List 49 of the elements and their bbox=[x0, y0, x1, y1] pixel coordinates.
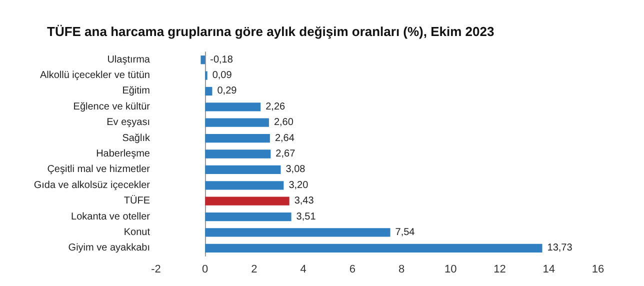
data-label: 7,54 bbox=[395, 226, 416, 238]
bar bbox=[205, 212, 292, 222]
bar bbox=[205, 228, 390, 237]
y-tick-label: Giyim ve ayakkabı bbox=[68, 242, 150, 254]
bar bbox=[205, 165, 281, 174]
y-tick-label: Eğlence ve kültür bbox=[73, 101, 151, 112]
bar bbox=[205, 102, 261, 112]
chart-title: TÜFE ana harcama gruplarına göre aylık değişim oranları (%), Ekim 2023 bbox=[47, 24, 494, 39]
y-tick-label: Ulaştırma bbox=[107, 54, 150, 66]
bar bbox=[205, 86, 212, 96]
bar bbox=[205, 150, 271, 158]
x-tick-label: 8 bbox=[398, 264, 405, 276]
y-tick-label: Gıda ve alkolsüz içecekler bbox=[34, 180, 151, 191]
data-label: 2,60 bbox=[274, 117, 294, 128]
bar bbox=[205, 196, 290, 206]
x-tick-label: 16 bbox=[592, 264, 604, 276]
x-tick-label: 14 bbox=[542, 264, 556, 276]
data-label: -0,18 bbox=[210, 54, 234, 66]
bar bbox=[205, 244, 542, 252]
x-tick-label: 0 bbox=[202, 264, 208, 276]
x-tick-label: -2 bbox=[151, 264, 161, 276]
data-label: 3,51 bbox=[296, 211, 316, 222]
y-tick-label: Ev eşyası bbox=[106, 117, 150, 128]
bar bbox=[200, 56, 206, 64]
data-label: 3,08 bbox=[286, 164, 306, 176]
x-tick-label: 12 bbox=[494, 264, 506, 276]
x-tick-label: 4 bbox=[300, 264, 306, 276]
y-tick-label: Haberleşme bbox=[96, 148, 150, 160]
data-label: 0,09 bbox=[212, 70, 232, 82]
data-label: 2,26 bbox=[266, 101, 286, 112]
x-tick-label: 6 bbox=[349, 264, 356, 276]
x-tick-label: 2 bbox=[251, 264, 258, 276]
bar bbox=[205, 118, 269, 127]
data-label: 0,29 bbox=[217, 86, 238, 97]
bar bbox=[205, 134, 270, 143]
y-tick-label: Sağlık bbox=[122, 132, 151, 144]
y-tick-label: Eğitim bbox=[122, 86, 150, 97]
y-tick-label: Çeşitli mal ve hizmetler bbox=[47, 164, 151, 176]
y-tick-label: Konut bbox=[124, 226, 150, 238]
data-label: 3,43 bbox=[294, 196, 314, 207]
data-label: 2,67 bbox=[276, 148, 296, 160]
bar bbox=[205, 181, 284, 190]
y-tick-label: Alkollü içecekler ve tütün bbox=[40, 70, 150, 82]
data-label: 2,64 bbox=[274, 132, 295, 144]
data-label: 3,20 bbox=[288, 180, 309, 191]
y-tick-label: Lokanta ve oteller bbox=[71, 211, 151, 222]
y-tick-label: TÜFE bbox=[124, 194, 150, 207]
x-tick-label: 10 bbox=[444, 264, 457, 276]
data-label: 13,73 bbox=[547, 242, 573, 254]
